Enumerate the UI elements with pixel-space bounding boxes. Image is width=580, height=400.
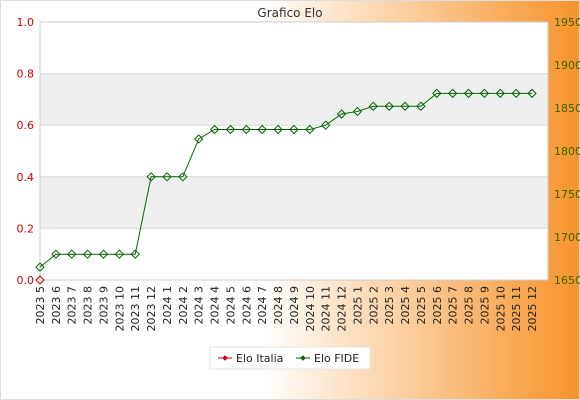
legend-marker (300, 355, 306, 361)
y-right-tick-label: 1850 (554, 102, 580, 115)
x-tick-label: 2024 8 (272, 286, 285, 325)
data-point (289, 124, 299, 135)
data-point (35, 275, 45, 285)
data-point (463, 88, 474, 99)
data-point (416, 101, 426, 111)
x-tick-label: 2023 9 (97, 286, 110, 325)
x-tick-label: 2023 6 (50, 286, 63, 325)
data-point (82, 249, 93, 259)
plot-frame (39, 21, 549, 281)
data-point (352, 106, 363, 117)
data-point (384, 101, 394, 111)
y-left-tick-label: 0.0 (17, 274, 35, 287)
data-point (209, 124, 220, 135)
x-tick-label: 2024 3 (193, 286, 206, 325)
x-tick-label: 2023 10 (113, 286, 126, 332)
x-tick-label: 2025 9 (478, 286, 491, 325)
x-tick-label: 2024 2 (177, 286, 190, 325)
data-point (51, 249, 61, 259)
data-point (273, 124, 283, 135)
data-point (447, 88, 458, 99)
x-tick-label: 2025 8 (463, 286, 476, 325)
y-left-tick-label: 0.8 (17, 68, 35, 81)
legend-label: Elo FIDE (314, 352, 359, 365)
x-tick-label: 2025 11 (510, 286, 523, 332)
data-point (241, 124, 252, 135)
x-tick-label: 2025 1 (351, 286, 364, 325)
legend-label: Elo Italia (236, 352, 283, 365)
data-point (479, 88, 490, 99)
data-point (162, 172, 172, 182)
data-point (320, 120, 331, 130)
x-tick-label: 2023 11 (129, 286, 142, 332)
y-left-tick-label: 1.0 (17, 16, 35, 29)
data-point (511, 88, 521, 99)
data-point (527, 88, 537, 99)
x-tick-label: 2023 5 (34, 286, 47, 325)
grid-band (40, 176, 548, 229)
x-tick-label: 2025 7 (447, 286, 460, 325)
x-tick-label: 2025 10 (494, 286, 507, 332)
data-point (257, 124, 267, 135)
data-point (114, 249, 125, 259)
series-line (39, 92, 532, 268)
y-right-tick-label: 1950 (554, 16, 580, 29)
data-point (35, 262, 45, 272)
plot-background (40, 22, 548, 280)
x-tick-label: 2024 4 (209, 286, 222, 325)
x-tick-label: 2025 4 (399, 286, 412, 325)
x-tick-label: 2024 1 (161, 286, 174, 325)
x-tick-label: 2024 6 (240, 286, 253, 325)
data-point (495, 88, 505, 99)
y-left-tick-label: 0.4 (17, 171, 35, 184)
y-left-tick-label: 0.6 (17, 119, 35, 132)
y-right-tick-label: 1700 (554, 231, 580, 244)
series-layer (35, 88, 537, 285)
data-point (305, 124, 315, 135)
axes: 0.0 0.2 0.4 0.6 0.8 1.0 1650 1700 1750 1800 1850 19… (17, 16, 580, 332)
data-point (146, 172, 156, 182)
x-tick-label: 2025 2 (367, 286, 380, 325)
legend: Elo Italia Elo FIDE (209, 346, 371, 370)
x-tick-label: 2025 6 (431, 286, 444, 325)
y-right-tick-label: 1650 (554, 274, 580, 287)
x-tick-label: 2024 11 (320, 286, 333, 332)
chart-title: Grafico Elo (257, 6, 322, 20)
legend-box (209, 346, 371, 370)
x-tick-label: 2023 12 (145, 286, 158, 332)
x-tick-label: 2024 5 (224, 286, 237, 325)
x-tick-label: 2024 7 (256, 286, 269, 325)
x-tick-label: 2024 9 (288, 286, 301, 325)
data-point (400, 101, 410, 111)
y-right-tick-label: 1750 (554, 188, 580, 201)
data-point (432, 88, 442, 99)
plot-area (39, 21, 549, 281)
data-point (194, 134, 204, 144)
x-tick-label: 2025 5 (415, 286, 428, 325)
x-tick-label: 2024 12 (336, 286, 349, 332)
y-left-tick-label: 0.2 (17, 222, 35, 235)
data-point (98, 249, 109, 259)
data-point (67, 249, 77, 259)
x-tick-label: 2025 12 (526, 286, 539, 332)
data-point (130, 249, 140, 259)
data-point (225, 124, 236, 135)
x-tick-label: 2023 7 (66, 286, 79, 325)
y-right-tick-label: 1800 (554, 145, 580, 158)
x-tick-label: 2023 8 (82, 286, 95, 325)
x-tick-label: 2024 10 (304, 286, 317, 332)
legend-marker (222, 355, 228, 361)
data-point (336, 109, 347, 119)
x-tick-label: 2025 3 (383, 286, 396, 325)
y-right-tick-label: 1900 (554, 59, 580, 72)
data-point (178, 172, 188, 182)
grid-band (40, 73, 548, 126)
data-point (368, 101, 378, 111)
